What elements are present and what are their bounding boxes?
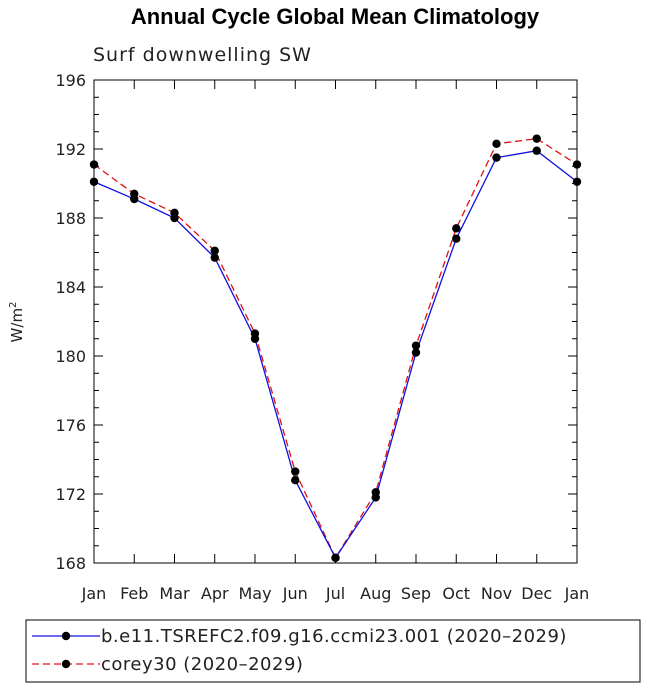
chart-subtitle: Surf downwelling SW <box>93 44 312 66</box>
y-tick-label: 184 <box>55 278 86 297</box>
legend-box <box>25 619 641 683</box>
plot-frame <box>93 79 578 564</box>
data-point <box>452 234 461 243</box>
legend-marker <box>61 659 71 669</box>
data-point <box>210 253 219 262</box>
series-line <box>93 150 578 560</box>
y-tick-label: 168 <box>55 554 86 573</box>
x-tick-label: Aug <box>360 584 391 603</box>
y-tick-label: 196 <box>55 71 86 90</box>
data-point <box>89 160 99 169</box>
data-point <box>532 146 541 155</box>
data-point <box>532 134 541 143</box>
data-point <box>492 153 501 162</box>
data-point <box>89 177 99 186</box>
data-point <box>492 139 501 149</box>
data-point <box>371 488 380 497</box>
data-point <box>130 189 139 199</box>
x-tick-label: Oct <box>442 584 470 603</box>
data-point <box>291 476 300 485</box>
y-axis-label: W/m2 <box>8 302 26 343</box>
x-tick-label: May <box>238 584 271 603</box>
axis-ticks <box>93 79 578 564</box>
x-tick-label: Jul <box>325 584 345 603</box>
x-tick-label: Jan <box>564 584 590 603</box>
y-tick-labels: 168 172 176 180 184 188 192 196 <box>55 71 86 573</box>
x-tick-label: Dec <box>521 584 552 603</box>
data-point <box>331 553 340 563</box>
chart-title: Annual Cycle Global Mean Climatology <box>131 4 540 29</box>
legend-label: corey30 (2020–2029) <box>101 654 303 675</box>
x-tick-label: Nov <box>481 584 512 603</box>
data-point <box>250 329 260 338</box>
data-point <box>210 246 219 255</box>
x-tick-labels: Jan Feb Mar Apr May Jun Jul Aug Sep Oct Nov Dec Jan <box>81 584 590 603</box>
y-tick-label: 192 <box>55 140 86 159</box>
x-tick-label: Mar <box>159 584 190 603</box>
data-point <box>291 467 300 476</box>
data-point <box>411 341 421 350</box>
series-layer <box>89 134 582 563</box>
y-tick-label: 188 <box>55 209 86 228</box>
y-tick-label: 172 <box>55 485 86 504</box>
data-point <box>572 160 582 169</box>
x-tick-label: Feb <box>120 584 148 603</box>
data-point <box>170 208 179 218</box>
legend-label: b.e11.TSREFC2.f09.g16.ccmi23.001 (2020–2… <box>101 626 567 647</box>
data-point <box>452 224 461 233</box>
x-tick-label: Jun <box>282 584 308 603</box>
legend-marker <box>61 631 71 641</box>
y-tick-label: 176 <box>55 416 86 435</box>
x-tick-label: Jan <box>81 584 107 603</box>
y-tick-label: 180 <box>55 347 86 366</box>
data-point <box>572 177 582 186</box>
data-point <box>411 348 421 357</box>
x-tick-label: Sep <box>401 584 431 603</box>
x-tick-label: Apr <box>201 584 229 603</box>
series-line <box>93 137 578 560</box>
legend: b.e11.TSREFC2.f09.g16.ccmi23.001 (2020–2… <box>32 626 567 675</box>
